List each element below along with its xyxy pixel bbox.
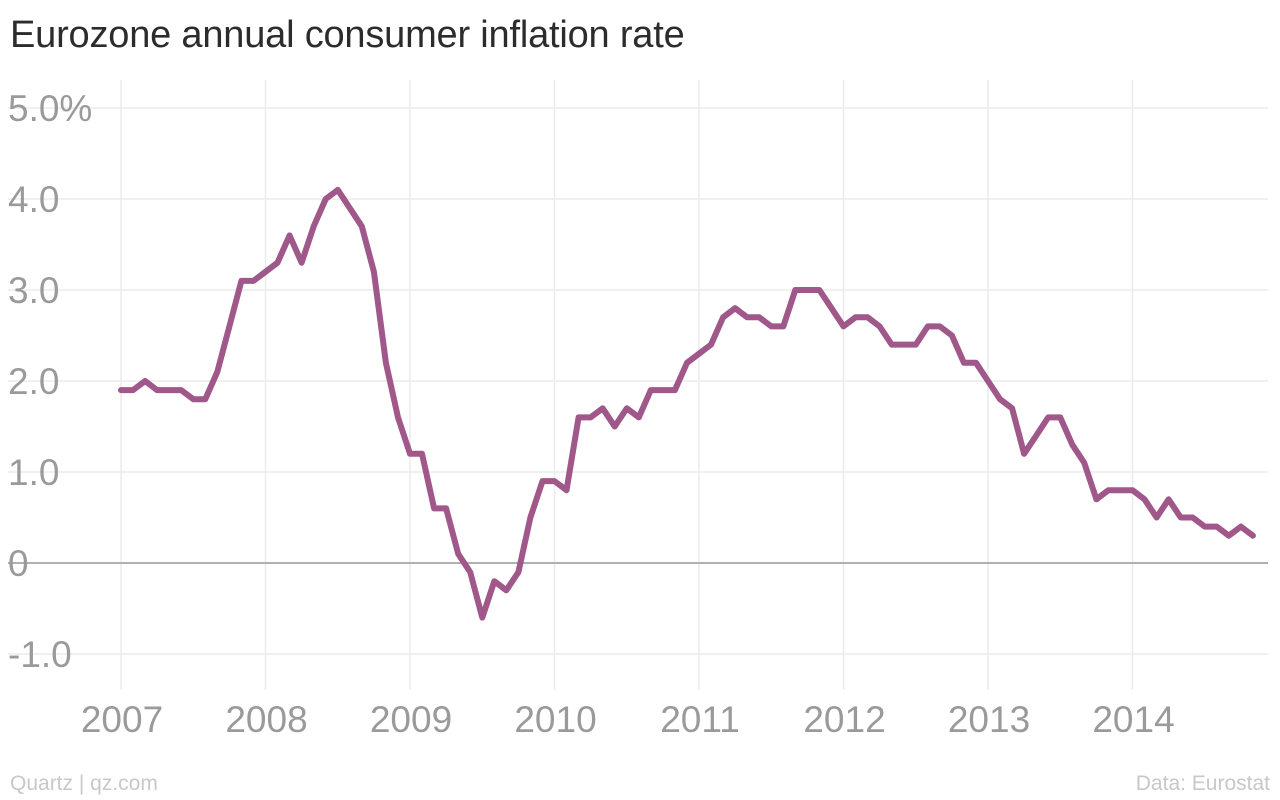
x-tick-label-2014: 2014 (1092, 699, 1174, 740)
x-tick-label-2007: 2007 (81, 699, 163, 740)
y-tick-label: 5.0% (8, 88, 92, 129)
x-tick-label-2009: 2009 (370, 699, 452, 740)
x-tick-label-2012: 2012 (803, 699, 885, 740)
x-tick-label-2011: 2011 (660, 699, 740, 740)
x-tick-label-2010: 2010 (514, 699, 596, 740)
y-tick-label: 1.0 (8, 452, 59, 493)
y-tick-label: 4.0 (8, 179, 59, 220)
series-line-inflation (118, 186, 1256, 621)
footer-source: Data: Eurostat (1135, 772, 1270, 795)
x-tick-label-2008: 2008 (225, 699, 307, 740)
footer-credit: Quartz | qz.com (10, 772, 158, 795)
x-tick-label-2013: 2013 (948, 699, 1030, 740)
series-group (118, 186, 1256, 621)
y-tick-label: -1.0 (8, 634, 72, 675)
x-axis-tick-labels: 2007 2008 2009 2010 2011 2012 2013 2014 (81, 699, 1175, 740)
chart-title: Eurozone annual consumer inflation rate (10, 14, 685, 56)
y-tick-label: 0 (8, 543, 29, 584)
y-axis-tick-labels: 5.0% 4.0 3.0 2.0 1.0 0 -1.0 (8, 88, 92, 675)
horizontal-gridlines (8, 107, 1268, 655)
y-tick-label: 3.0 (8, 270, 59, 311)
y-tick-label: 2.0 (8, 361, 59, 402)
vertical-gridlines (120, 80, 1134, 690)
